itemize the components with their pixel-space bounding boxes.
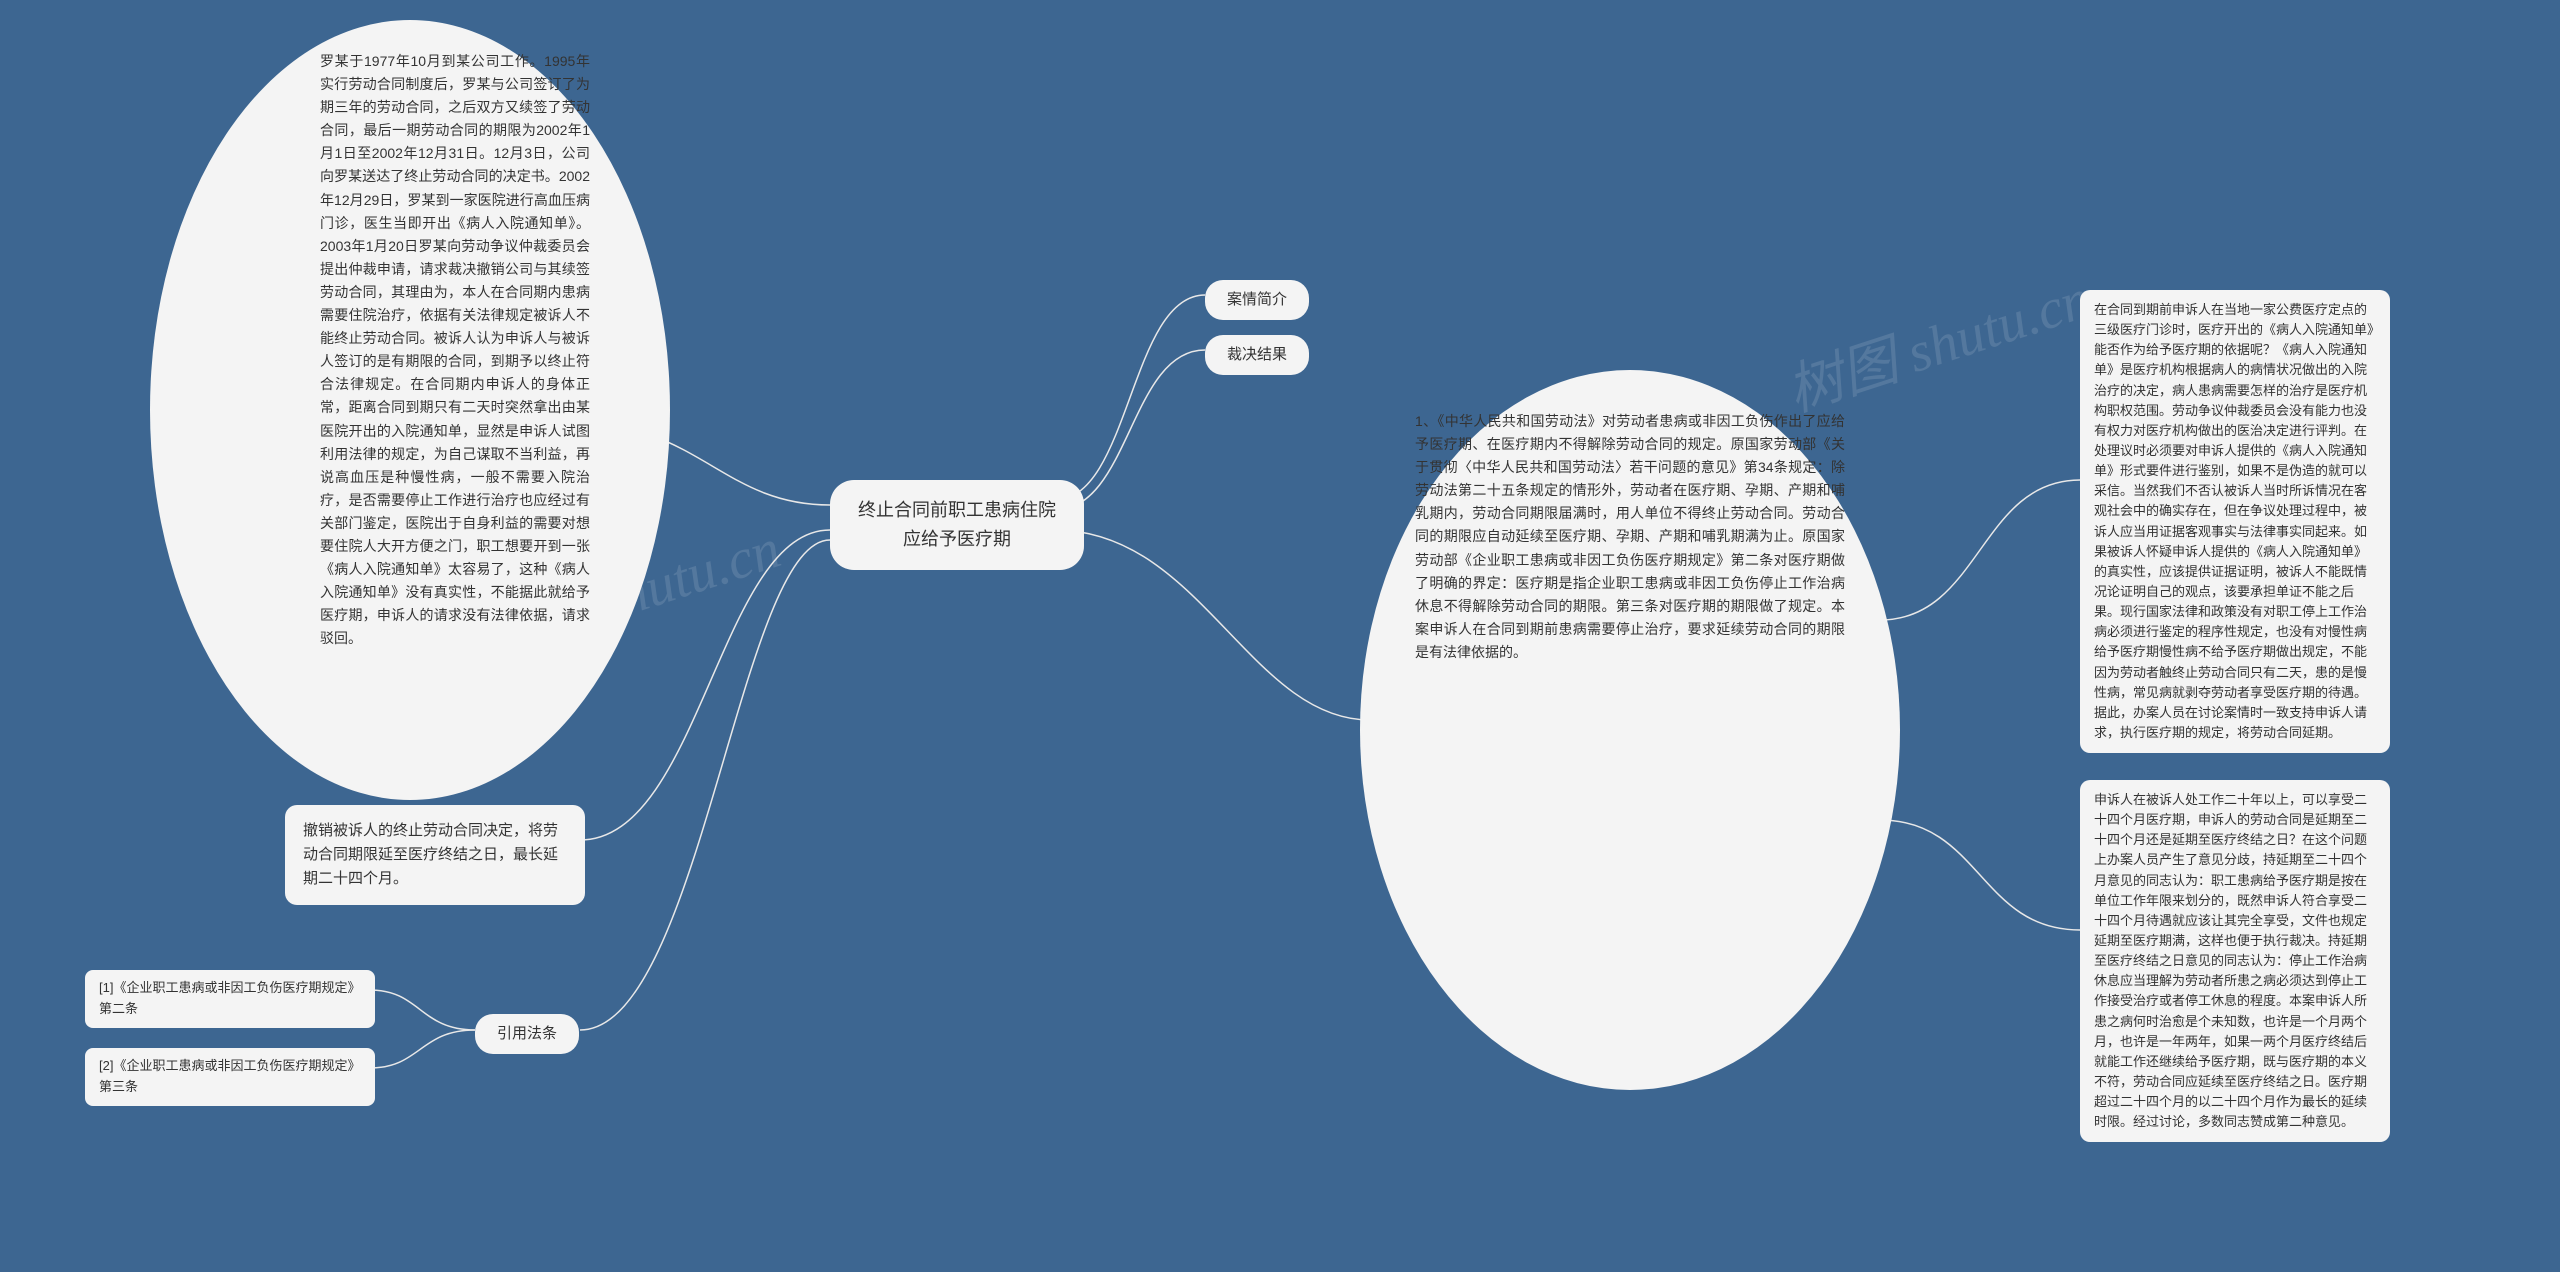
- branch-verdict[interactable]: 裁决结果: [1205, 335, 1309, 375]
- analysis-text: 1、《中华人民共和国劳动法》对劳动者患病或非因工负伤作出了应给予医疗期、在医疗期…: [1415, 410, 1845, 664]
- branch-case-detail: 罗某于1977年10月到某公司工作。1995年实行劳动合同制度后，罗某与公司签订…: [150, 20, 670, 800]
- watermark: 树图 shutu.cn: [1775, 253, 2099, 427]
- branch-revocation: 撤销被诉人的终止劳动合同决定，将劳动合同期限延至医疗终结之日，最长延期二十四个月…: [285, 805, 585, 905]
- analysis-detail-1: 在合同到期前申诉人在当地一家公费医疗定点的三级医疗门诊时，医疗开出的《病人入院通…: [2080, 290, 2390, 753]
- branch-analysis: 1、《中华人民共和国劳动法》对劳动者患病或非因工负伤作出了应给予医疗期、在医疗期…: [1360, 370, 1900, 1090]
- center-title-line2: 应给予医疗期: [858, 525, 1056, 554]
- center-title-line1: 终止合同前职工患病住院: [858, 496, 1056, 525]
- law-ref-2: [2]《企业职工患病或非因工负伤医疗期规定》第三条: [85, 1048, 375, 1106]
- branch-cited-law[interactable]: 引用法条: [475, 1014, 579, 1054]
- case-detail-text: 罗某于1977年10月到某公司工作。1995年实行劳动合同制度后，罗某与公司签订…: [320, 50, 590, 650]
- mindmap-center: 终止合同前职工患病住院 应给予医疗期: [830, 480, 1084, 570]
- law-ref-1: [1]《企业职工患病或非因工负伤医疗期规定》第二条: [85, 970, 375, 1028]
- analysis-detail-2: 申诉人在被诉人处工作二十年以上，可以享受二十四个月医疗期，申诉人的劳动合同是延期…: [2080, 780, 2390, 1142]
- branch-case-intro[interactable]: 案情简介: [1205, 280, 1309, 320]
